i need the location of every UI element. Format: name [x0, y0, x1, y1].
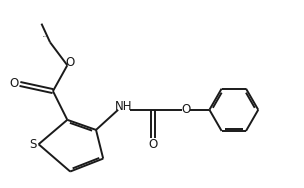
Text: S: S — [29, 138, 36, 151]
Text: O: O — [149, 138, 158, 151]
Text: O: O — [181, 103, 191, 116]
Text: O: O — [66, 56, 75, 69]
Text: NH: NH — [115, 100, 132, 113]
Text: O: O — [9, 77, 18, 90]
Text: methyl: methyl — [43, 35, 48, 37]
